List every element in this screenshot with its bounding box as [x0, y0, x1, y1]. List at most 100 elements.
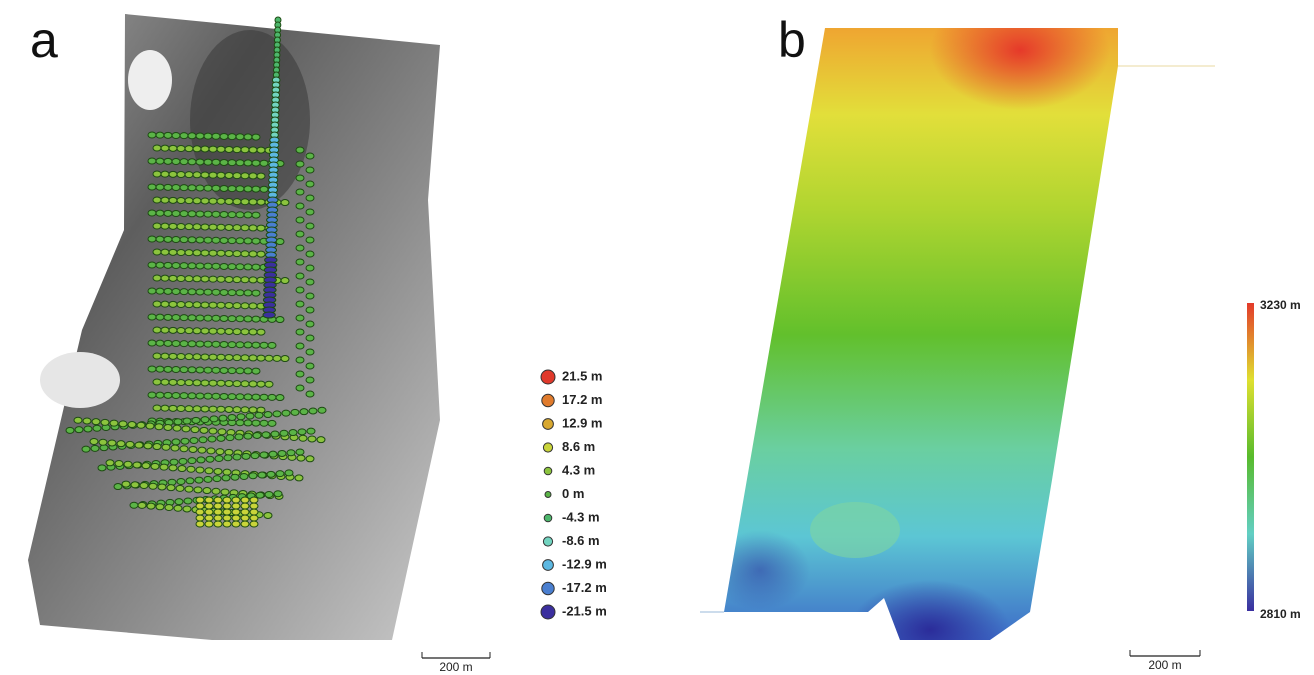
- gcp-dot: [191, 427, 199, 433]
- gcp-dot: [169, 249, 177, 255]
- gcp-dot: [225, 250, 233, 256]
- gcp-dot: [180, 159, 188, 165]
- gcp-dot: [244, 238, 252, 244]
- gcp-dot: [205, 497, 213, 503]
- gcp-dot: [252, 134, 260, 140]
- gcp-dot: [172, 132, 180, 138]
- gcp-dot: [188, 341, 196, 347]
- gcp-dot: [212, 211, 220, 217]
- gcp-dot: [177, 223, 185, 229]
- gcp-dot: [217, 328, 225, 334]
- gcp-dot: [233, 173, 241, 179]
- gcp-dot: [318, 407, 326, 413]
- dem-bump: [810, 502, 900, 558]
- gcp-dot: [306, 349, 314, 355]
- gcp-dot: [204, 393, 212, 399]
- gcp-dot: [147, 503, 155, 509]
- gcp-dot: [295, 475, 303, 481]
- gcp-dot: [114, 484, 122, 490]
- gcp-dot: [201, 198, 209, 204]
- gcp-dot: [169, 275, 177, 281]
- gcp-dot: [249, 225, 257, 231]
- gcp-dot: [196, 263, 204, 269]
- gcp-dot: [196, 393, 204, 399]
- gcp-dot: [201, 146, 209, 152]
- gcp-dot: [241, 251, 249, 257]
- gcp-dot: [228, 238, 236, 244]
- gcp-dot: [213, 476, 221, 482]
- legend-marker: [541, 370, 555, 384]
- gcp-dot: [153, 223, 161, 229]
- gcp-dot: [222, 475, 230, 481]
- gcp-dot: [212, 133, 220, 139]
- gcp-dot: [257, 251, 265, 257]
- gcp-dot: [252, 290, 260, 296]
- gcp-dot: [188, 458, 196, 464]
- gcp-dot: [236, 264, 244, 270]
- gcp-dot: [153, 405, 161, 411]
- gcp-dot: [296, 371, 304, 377]
- gcp-dot: [299, 435, 307, 441]
- gcp-dot: [144, 443, 152, 449]
- gcp-dot: [221, 489, 229, 495]
- gcp-dot: [75, 427, 83, 433]
- gcp-dot: [205, 503, 213, 509]
- gcp-dot: [220, 159, 228, 165]
- gcp-dot: [235, 434, 243, 440]
- legend-label: 0 m: [562, 486, 584, 501]
- legend-label: -12.9 m: [562, 556, 607, 571]
- legend-marker: [544, 467, 552, 475]
- gcp-dot: [212, 289, 220, 295]
- gcp-dot: [196, 289, 204, 295]
- gcp-dot: [252, 316, 260, 322]
- gcp-dot: [232, 521, 240, 527]
- gcp-dot: [167, 485, 175, 491]
- gcp-dot: [172, 210, 180, 216]
- gcp-dot: [99, 439, 107, 445]
- gcp-dot: [171, 445, 179, 451]
- dem-low: [710, 530, 810, 610]
- legend-marker: [542, 582, 554, 594]
- gcp-dot: [285, 470, 293, 476]
- gcp-dot: [164, 158, 172, 164]
- gcp-dot: [252, 212, 260, 218]
- gcp-dot: [209, 146, 217, 152]
- gcp-dot: [196, 521, 204, 527]
- gcp-dot: [244, 368, 252, 374]
- gcp-dot: [225, 276, 233, 282]
- gcp-dot: [253, 432, 261, 438]
- gcp-dot: [142, 463, 150, 469]
- gcp-dot: [265, 381, 273, 387]
- gcp-dot: [172, 340, 180, 346]
- gcp-dot: [244, 342, 252, 348]
- gcp-dot: [296, 217, 304, 223]
- gcp-dot: [212, 185, 220, 191]
- gcp-dot: [204, 289, 212, 295]
- gcp-dot: [250, 509, 258, 515]
- gcp-dot: [74, 417, 82, 423]
- gcp-dot: [252, 186, 260, 192]
- gcp-dot: [177, 405, 185, 411]
- gcp-dot: [161, 379, 169, 385]
- gcp-dot: [209, 172, 217, 178]
- gcp-dot: [232, 515, 240, 521]
- gcp-dot: [185, 302, 193, 308]
- gcp-dot: [220, 367, 228, 373]
- gcp-dot: [164, 366, 172, 372]
- gcp-dot: [296, 385, 304, 391]
- gcp-dot: [197, 457, 205, 463]
- legend-label: 12.9 m: [562, 415, 602, 430]
- gcp-dot: [296, 301, 304, 307]
- gcp-dot: [268, 394, 276, 400]
- gcp-dot: [185, 146, 193, 152]
- gcp-dot: [306, 456, 314, 462]
- legend-label: -17.2 m: [562, 580, 607, 595]
- gcp-dot: [252, 420, 260, 426]
- gcp-dot: [306, 307, 314, 313]
- gcp-dot: [196, 159, 204, 165]
- gcp-dot: [317, 437, 325, 443]
- gcp-dot: [205, 515, 213, 521]
- gcp-dot: [236, 238, 244, 244]
- gcp-dot: [164, 424, 172, 430]
- legend-label: 4.3 m: [562, 462, 595, 477]
